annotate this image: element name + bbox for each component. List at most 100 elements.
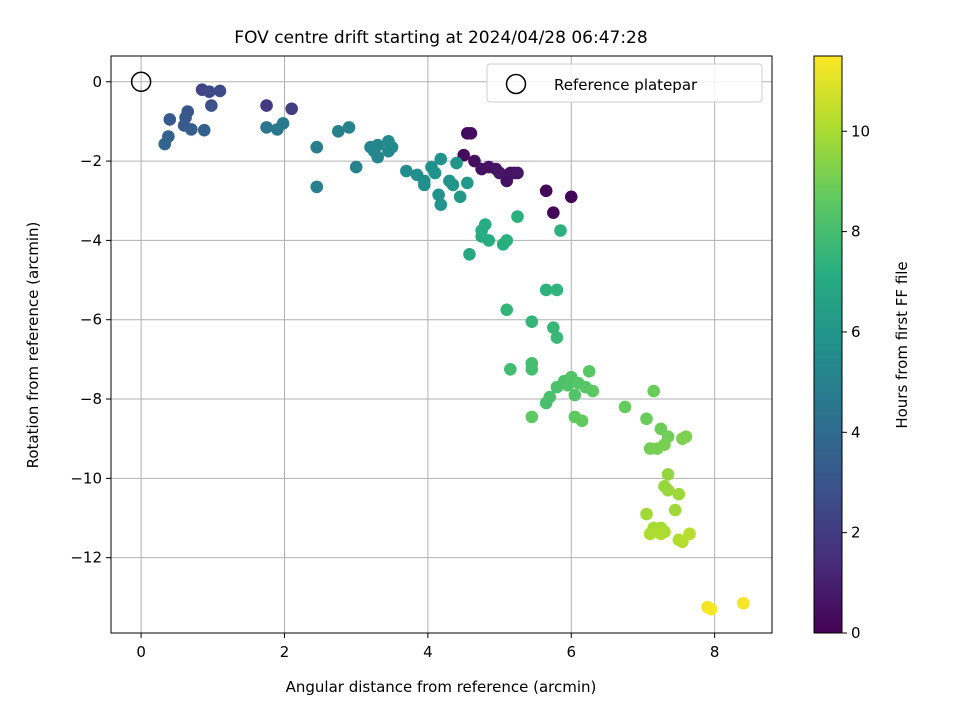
data-point [349,160,363,174]
legend: Reference platepar [486,63,763,103]
data-point [285,102,298,116]
y-tick-label: 0 [92,73,102,91]
colorbar-tick-label: 6 [851,323,861,341]
data-point [163,113,177,126]
data-point [446,178,460,192]
data-point [525,315,539,328]
x-axis-label: Angular distance from reference (arcmin) [286,678,597,696]
grid-lines [111,56,772,633]
y-axis-label: Rotation from reference (arcmin) [24,222,42,469]
x-tick-label: 6 [566,643,576,661]
data-point [260,99,273,112]
colorbar: 0 2 4 6 8 10 Hours from first FF file [813,55,911,642]
colorbar-tick-label: 8 [851,223,861,241]
y-tick-label: −2 [80,152,102,170]
data-point [554,224,567,237]
data-point [543,390,557,404]
colorbar-label: Hours from first FF file [893,261,911,428]
data-point [213,84,227,98]
data-point [582,364,596,378]
data-point [511,166,524,180]
data-point [647,384,661,398]
chart-title: FOV centre drift starting at 2024/04/28 … [234,28,647,48]
data-points [158,83,750,616]
legend-box [486,63,763,103]
data-point [453,190,467,204]
data-point [184,123,198,136]
data-point [276,117,290,130]
data-point [618,400,632,414]
x-tick-label: 2 [280,643,290,661]
y-axis-ticks: 0 −2 −4 −6 −8 −10 −12 [70,73,111,567]
data-point [654,527,668,541]
y-tick-label: −8 [80,390,102,408]
data-point [568,388,582,402]
data-point [202,85,216,98]
data-point [525,362,539,376]
data-point [500,303,514,317]
data-point [679,430,693,444]
y-tick-label: −12 [70,549,102,567]
data-point [547,206,560,219]
y-tick-label: −10 [70,469,102,487]
data-point [417,178,431,192]
y-tick-label: −4 [80,231,102,249]
colorbar-tick-label: 2 [851,524,861,542]
data-point [704,602,718,616]
data-point [525,410,539,424]
data-point [310,180,324,194]
colorbar-gradient [813,55,843,634]
x-tick-label: 0 [136,643,146,661]
data-point [672,487,686,501]
data-point [260,121,273,134]
data-point [575,414,589,428]
legend-marker [505,73,527,95]
data-point [500,234,514,247]
data-point [511,210,524,223]
data-point [158,137,172,151]
data-point [550,283,564,297]
data-point [586,384,600,398]
data-point [342,121,356,134]
data-point [205,99,218,112]
data-point [668,503,682,517]
data-point [382,134,395,148]
data-point [461,176,474,190]
data-point [658,438,671,451]
data-point [464,127,478,140]
x-axis-ticks: 0 2 4 6 8 [136,633,719,661]
data-point [331,125,345,138]
data-point [661,468,675,481]
y-tick-label: −6 [80,311,102,329]
data-point [432,188,445,202]
data-point [661,483,675,497]
legend-label: Reference platepar [554,76,698,94]
x-tick-label: 4 [423,643,433,661]
data-point [643,527,657,541]
data-point [400,164,413,178]
data-point [547,321,560,334]
data-point [539,184,553,198]
data-point [434,152,448,166]
data-point [737,596,750,610]
colorbar-tick-label: 4 [851,423,861,441]
data-point [434,198,448,212]
data-point [463,247,476,261]
data-point [683,527,696,541]
data-point [310,140,324,154]
data-point [482,234,496,247]
data-point [475,224,488,237]
data-point [640,412,653,426]
data-point [564,190,578,204]
data-point [450,156,463,170]
data-point [640,507,653,521]
data-point [367,144,381,158]
data-point [539,283,553,297]
data-point [550,331,564,344]
x-tick-label: 8 [710,643,720,661]
reference-marker [130,71,152,93]
data-point [428,166,442,180]
colorbar-ticks: 0 2 4 6 8 10 [842,122,870,642]
data-point [197,123,211,137]
plot-frame [110,55,773,634]
